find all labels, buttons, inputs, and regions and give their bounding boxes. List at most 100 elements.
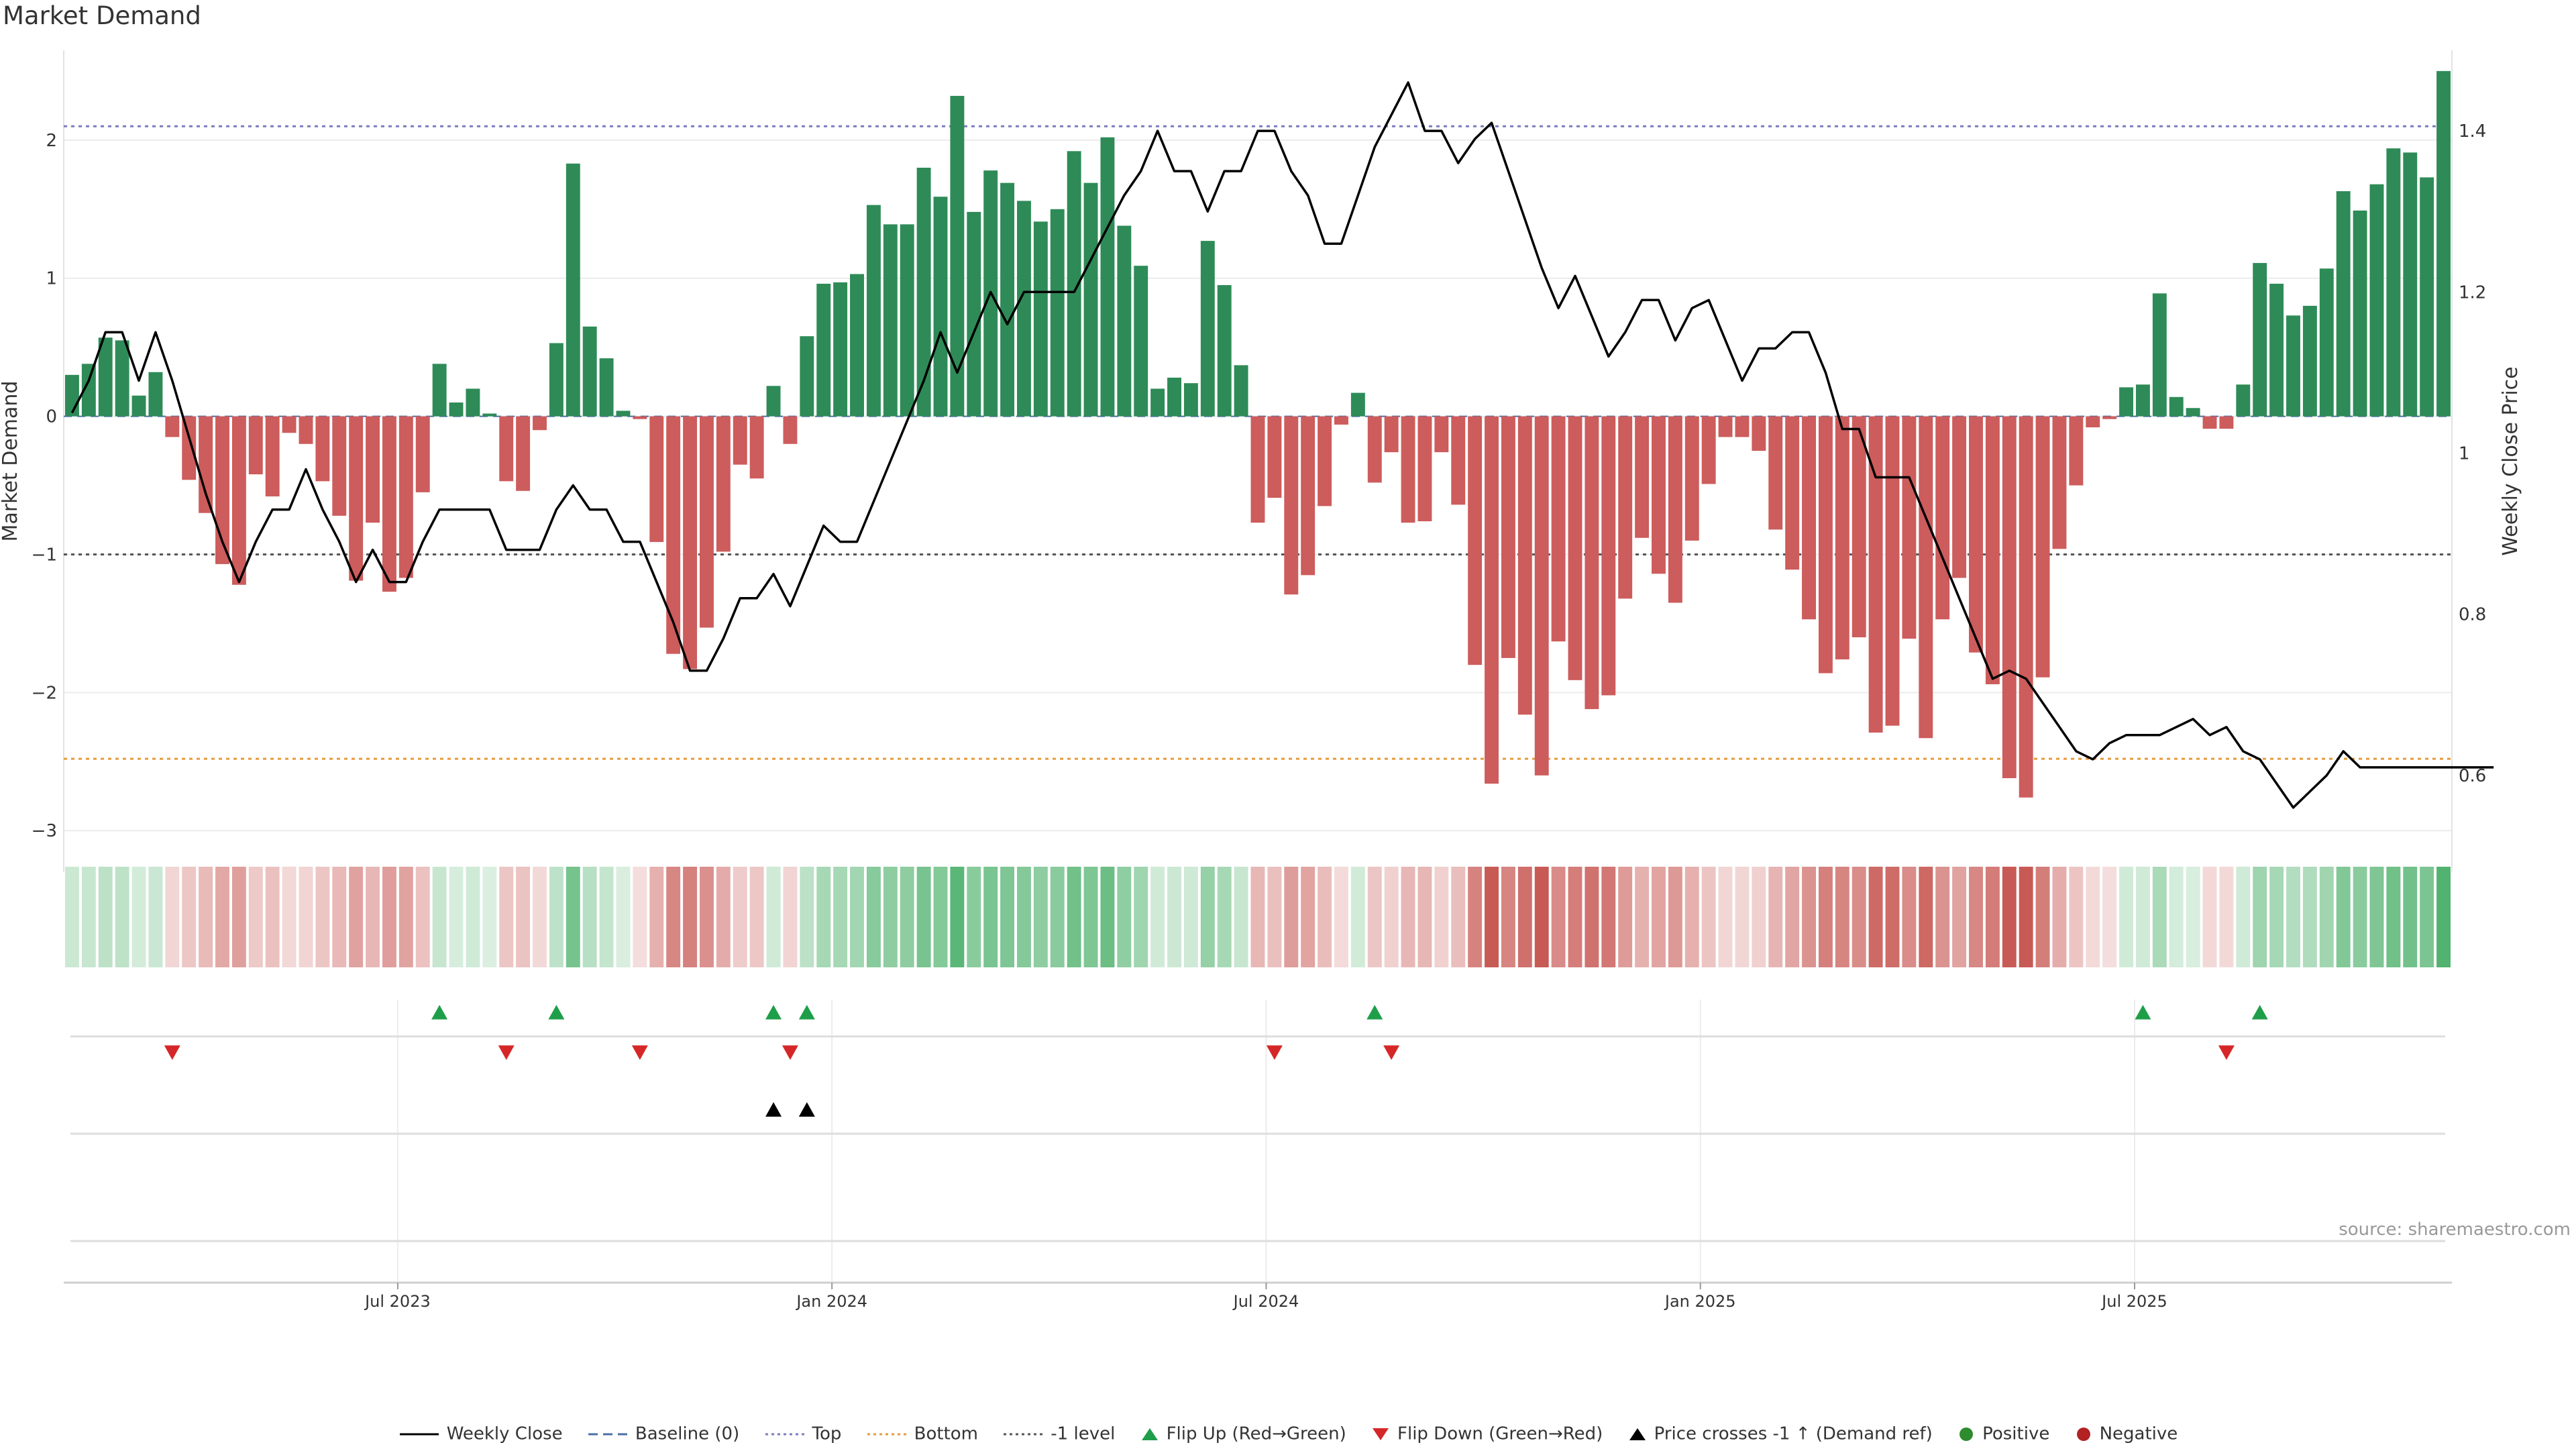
demand-bar bbox=[1735, 416, 1750, 437]
axis-labels: 2 1 0 −1 −2 −3 1.4 1.2 1 0.8 0.6 Market Demand Weekl… bbox=[0, 121, 2522, 841]
heat-cell bbox=[1818, 867, 1833, 967]
heat-cell bbox=[916, 867, 931, 967]
x-tick-label: Jul 2023 bbox=[364, 1292, 431, 1311]
heat-cell bbox=[115, 867, 129, 967]
demand-bar bbox=[1635, 416, 1650, 538]
heat-cell bbox=[2152, 867, 2167, 967]
heat-cell bbox=[533, 867, 547, 967]
heat-cell bbox=[616, 867, 631, 967]
demand-bar bbox=[2152, 293, 2167, 417]
heat-cell bbox=[566, 867, 580, 967]
heat-cell bbox=[800, 867, 814, 967]
demand-bar bbox=[1167, 377, 1181, 417]
heat-cell bbox=[2386, 867, 2401, 967]
heat-cell bbox=[783, 867, 798, 967]
demand-bar bbox=[1835, 416, 1849, 659]
heat-cell bbox=[866, 867, 881, 967]
legend-minus-one: -1 level bbox=[1002, 1424, 1115, 1444]
legend-price-cross: Price crosses -1 ↑ (Demand ref) bbox=[1627, 1424, 1933, 1444]
heat-cell bbox=[482, 867, 497, 967]
heat-cell bbox=[1517, 867, 1532, 967]
heat-cell bbox=[1417, 867, 1432, 967]
demand-bar bbox=[2353, 210, 2367, 417]
heat-cell bbox=[549, 867, 564, 967]
heat-cell bbox=[1635, 867, 1650, 967]
demand-bar bbox=[98, 337, 113, 417]
y-tick-label-right: 0.8 bbox=[2459, 605, 2486, 625]
y-axis-label-left: Market Demand bbox=[0, 381, 22, 542]
demand-bar bbox=[382, 416, 396, 592]
heat-cell bbox=[1618, 867, 1633, 967]
heat-cell bbox=[1117, 867, 1132, 967]
price-cross-marker bbox=[798, 1102, 815, 1117]
demand-bar bbox=[1485, 416, 1499, 784]
x-tick-label: Jul 2025 bbox=[2100, 1292, 2167, 1311]
demand-bar bbox=[2436, 70, 2451, 417]
demand-bar bbox=[2052, 416, 2067, 549]
heat-cell bbox=[2019, 867, 2033, 967]
flip-down-marker bbox=[2218, 1045, 2235, 1060]
demand-bar bbox=[1401, 416, 1415, 523]
triangle-up-black-icon bbox=[1629, 1428, 1646, 1440]
demand-bar bbox=[1250, 416, 1265, 523]
demand-bar bbox=[1902, 416, 1917, 639]
demand-bar bbox=[2286, 315, 2300, 417]
heat-cell bbox=[1468, 867, 1483, 967]
demand-bar bbox=[900, 224, 914, 417]
legend-label: -1 level bbox=[1051, 1424, 1116, 1444]
legend-label: Positive bbox=[1982, 1424, 2050, 1444]
heat-cell bbox=[1451, 867, 1466, 967]
legend-bottom: Bottom bbox=[866, 1424, 978, 1444]
demand-bar bbox=[2302, 305, 2317, 417]
heat-cell bbox=[1585, 867, 1599, 967]
demand-bar bbox=[1935, 416, 1950, 620]
heat-cell bbox=[1485, 867, 1499, 967]
triangle-up-icon bbox=[1141, 1428, 1158, 1440]
demand-bar bbox=[81, 364, 96, 417]
y-tick-label-left: 1 bbox=[46, 269, 57, 289]
heat-cell bbox=[2102, 867, 2117, 967]
flip-up-marker bbox=[431, 1005, 448, 1020]
demand-bar bbox=[549, 343, 564, 417]
demand-bar bbox=[783, 416, 798, 444]
heat-cell bbox=[449, 867, 464, 967]
flip-down-marker bbox=[1383, 1045, 1400, 1060]
heat-cell bbox=[1250, 867, 1265, 967]
y-tick-label-right: 1.2 bbox=[2459, 282, 2486, 303]
y-tick-label-right: 0.6 bbox=[2459, 766, 2486, 786]
demand-bar bbox=[1851, 416, 1866, 637]
heat-cell bbox=[1234, 867, 1248, 967]
heat-cell bbox=[432, 867, 447, 967]
demand-bar bbox=[1701, 416, 1716, 484]
flip-up-marker bbox=[2251, 1005, 2268, 1020]
bottom-swatch bbox=[867, 1433, 906, 1436]
demand-bar bbox=[299, 416, 313, 444]
source-note: source: sharemaestro.com bbox=[2339, 1220, 2571, 1240]
demand-bar bbox=[1868, 416, 1883, 733]
demand-heat-strip bbox=[64, 867, 2451, 967]
heat-cell bbox=[148, 867, 163, 967]
demand-bar bbox=[749, 416, 764, 479]
y-axis-label-right: Weekly Close Price bbox=[2499, 366, 2522, 555]
demand-bar bbox=[1601, 416, 1616, 696]
legend-label: Bottom bbox=[914, 1424, 979, 1444]
demand-bar bbox=[1117, 225, 1132, 417]
heat-cell bbox=[332, 867, 347, 967]
heat-cell bbox=[1668, 867, 1682, 967]
demand-bar bbox=[1785, 416, 1800, 570]
heat-cell bbox=[1785, 867, 1800, 967]
heat-cell bbox=[900, 867, 914, 967]
top-swatch bbox=[765, 1433, 804, 1436]
heat-cell bbox=[716, 867, 731, 967]
demand-bar bbox=[2269, 283, 2284, 417]
x-tick-label: Jan 2025 bbox=[1664, 1292, 1736, 1311]
heat-cell bbox=[215, 867, 229, 967]
demand-bar bbox=[950, 95, 965, 417]
heat-cell bbox=[516, 867, 531, 967]
demand-bar bbox=[1517, 416, 1532, 715]
heat-cell bbox=[382, 867, 396, 967]
negative-dot-icon bbox=[2076, 1427, 2090, 1441]
heat-cell bbox=[1802, 867, 1816, 967]
legend-label: Price crosses -1 ↑ (Demand ref) bbox=[1654, 1424, 1933, 1444]
heat-cell bbox=[2052, 867, 2067, 967]
